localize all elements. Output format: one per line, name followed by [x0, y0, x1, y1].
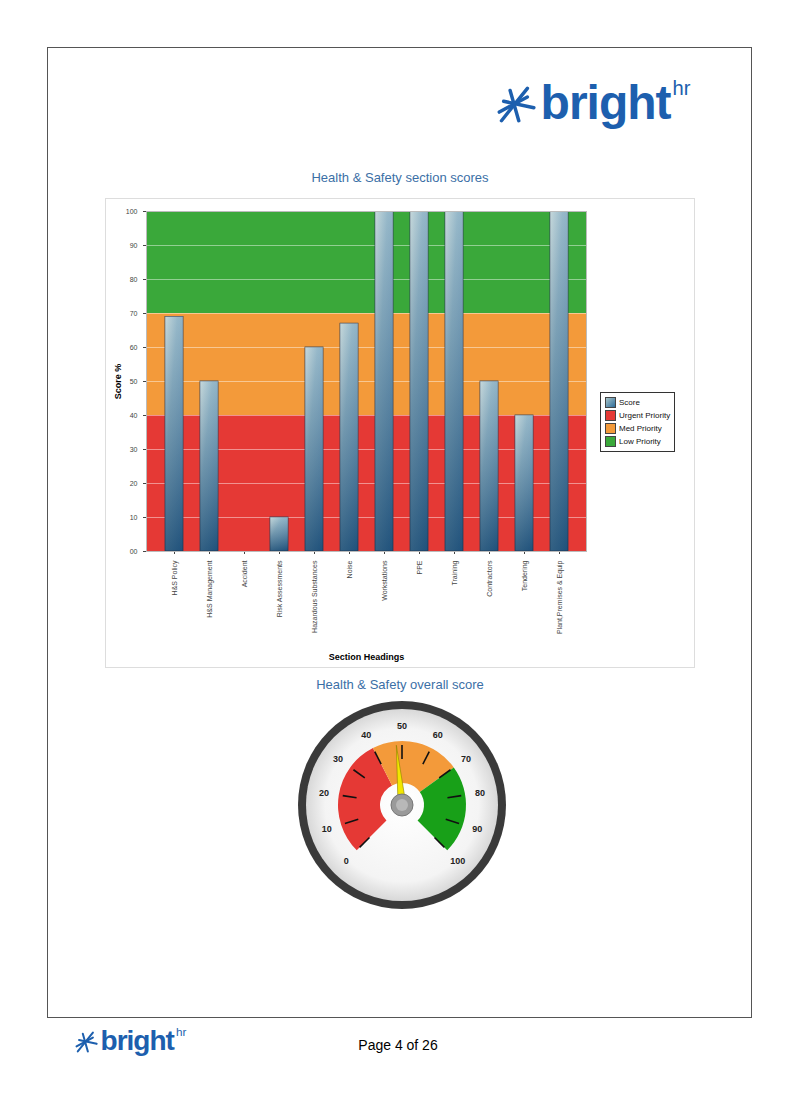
svg-text:Plant,Premises & Equip: Plant,Premises & Equip: [556, 560, 564, 634]
svg-text:Tendering: Tendering: [521, 560, 529, 591]
svg-text:20: 20: [130, 480, 138, 487]
svg-text:H&S Management: H&S Management: [206, 560, 214, 617]
svg-text:00: 00: [130, 548, 138, 555]
svg-text:60: 60: [433, 730, 443, 740]
svg-text:90: 90: [130, 242, 138, 249]
html-text:hr: hr: [175, 1025, 187, 1038]
html-text:Low Priority: Low Priority: [619, 437, 661, 446]
svg-text:Score %: Score %: [113, 364, 123, 400]
svg-text:40: 40: [361, 730, 371, 740]
svg-text:80: 80: [475, 788, 485, 798]
svg-text:90: 90: [472, 824, 482, 834]
svg-text:80: 80: [130, 276, 138, 283]
svg-text:Hazardous Substances: Hazardous Substances: [311, 560, 318, 633]
html-text:Urgent Priority: Urgent Priority: [619, 411, 671, 420]
svg-text:Section Headings: Section Headings: [329, 652, 405, 662]
svg-text:40: 40: [130, 412, 138, 419]
svg-text:30: 30: [333, 754, 343, 764]
svg-text:Workstations: Workstations: [381, 560, 388, 601]
svg-text:70: 70: [461, 754, 471, 764]
svg-text:Noise: Noise: [346, 560, 353, 578]
html-text:Health & Safety section scores: Health & Safety section scores: [311, 170, 489, 185]
svg-text:70: 70: [130, 310, 138, 317]
svg-text:PPE: PPE: [416, 560, 423, 574]
svg-text:H&S Policy: H&S Policy: [171, 560, 179, 596]
svg-text:0: 0: [344, 856, 349, 866]
svg-text:10: 10: [322, 824, 332, 834]
svg-text:60: 60: [130, 344, 138, 351]
html-text:Score: Score: [619, 398, 640, 407]
svg-text:Training: Training: [451, 560, 459, 585]
svg-text:50: 50: [397, 721, 407, 731]
html-text:bright: bright: [100, 1025, 174, 1056]
svg-text:Contractors: Contractors: [486, 560, 493, 597]
svg-text:30: 30: [130, 446, 138, 453]
html-text:bright: bright: [540, 76, 671, 129]
html-text:Health & Safety overall score: Health & Safety overall score: [316, 677, 484, 692]
svg-text:100: 100: [126, 208, 138, 215]
svg-text:Risk Assessments: Risk Assessments: [276, 560, 283, 617]
html-text:Page 4 of 26: Page 4 of 26: [358, 1037, 438, 1053]
svg-text:50: 50: [130, 378, 138, 385]
svg-text:Accident: Accident: [241, 560, 248, 587]
svg-text:20: 20: [319, 788, 329, 798]
svg-text:10: 10: [130, 514, 138, 521]
html-text:Med Priority: Med Priority: [619, 424, 662, 433]
html-text:hr: hr: [672, 77, 691, 99]
svg-text:100: 100: [450, 856, 465, 866]
